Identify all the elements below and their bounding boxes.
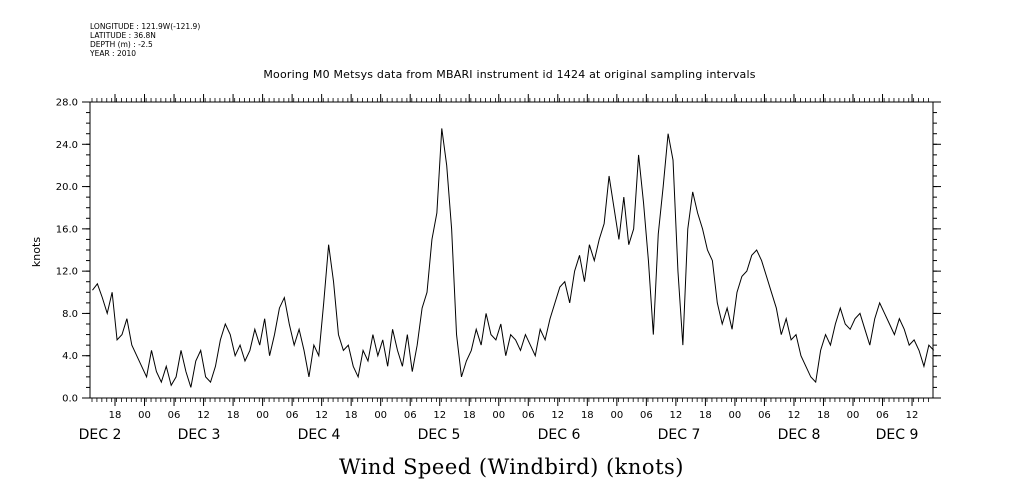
date-label: DEC 2 (79, 427, 122, 443)
x-tick-label: 12 (197, 410, 210, 421)
x-tick-label: 18 (109, 410, 122, 421)
date-label: DEC 6 (538, 427, 581, 443)
y-axis-label: knots (30, 237, 43, 267)
x-tick-label: 06 (876, 410, 889, 421)
x-tick-label: 18 (227, 410, 240, 421)
x-tick-label: 06 (522, 410, 535, 421)
chart-title: Mooring M0 Metsys data from MBARI instru… (263, 68, 756, 81)
x-tick-label: 00 (256, 410, 269, 421)
x-tick-label: 12 (670, 410, 683, 421)
date-label: DEC 9 (876, 427, 919, 443)
x-tick-label: 00 (374, 410, 387, 421)
x-tick-label: 12 (906, 410, 919, 421)
x-tick-label: 12 (315, 410, 328, 421)
y-tick-label: 0.0 (62, 394, 78, 405)
date-label: DEC 8 (778, 427, 821, 443)
x-tick-label: 00 (729, 410, 742, 421)
y-tick-label: 24.0 (56, 140, 78, 151)
wind-speed-series-line (92, 128, 935, 388)
y-tick-label: 4.0 (62, 351, 78, 362)
x-tick-label: 06 (168, 410, 181, 421)
mooring-metadata: LONGITUDE : 121.9W(-121.9) LATITUDE : 36… (90, 22, 200, 58)
date-label: DEC 3 (178, 427, 221, 443)
date-label: DEC 7 (658, 427, 701, 443)
latitude-text: LATITUDE : 36.8N (90, 31, 156, 40)
y-tick-label: 8.0 (62, 309, 78, 320)
x-tick-label: 06 (640, 410, 653, 421)
x-tick-label: 12 (788, 410, 801, 421)
x-tick-label: 18 (817, 410, 830, 421)
date-label: DEC 4 (298, 427, 341, 443)
plot-frame (89, 101, 934, 399)
x-tick-label: 18 (699, 410, 712, 421)
x-tick-label: 00 (847, 410, 860, 421)
x-tick-label: 00 (492, 410, 505, 421)
x-axis-title: Wind Speed (Windbird) (knots) (339, 455, 684, 479)
x-tick-label: 12 (551, 410, 564, 421)
date-label: DEC 5 (418, 427, 461, 443)
year-text: YEAR : 2010 (90, 49, 137, 58)
x-tick-label: 18 (581, 410, 594, 421)
y-tick-label: 16.0 (56, 224, 78, 235)
y-tick-label: 28.0 (56, 98, 78, 109)
x-tick-label: 00 (610, 410, 623, 421)
x-tick-label: 00 (138, 410, 151, 421)
x-tick-label: 06 (286, 410, 299, 421)
longitude-text: LONGITUDE : 121.9W(-121.9) (90, 22, 201, 31)
x-tick-label: 18 (463, 410, 476, 421)
y-tick-label: 20.0 (56, 182, 78, 193)
x-tick-label: 06 (758, 410, 771, 421)
x-tick-label: 18 (345, 410, 358, 421)
y-tick-label: 12.0 (56, 267, 78, 278)
depth-text: DEPTH (m) : -2.5 (90, 40, 153, 49)
x-tick-label: 12 (433, 410, 446, 421)
x-tick-label: 06 (404, 410, 417, 421)
